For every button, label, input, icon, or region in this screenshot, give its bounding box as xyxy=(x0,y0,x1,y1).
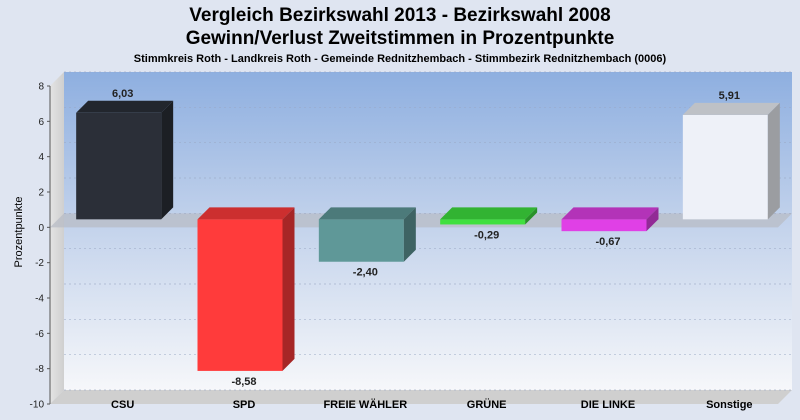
bar-side xyxy=(646,207,659,232)
bar-value-label: 6,03 xyxy=(112,88,133,100)
bar-value-label: 5,91 xyxy=(719,90,740,102)
y-tick-label: 0 xyxy=(38,223,44,234)
bar-grüne: -0,29 xyxy=(440,207,538,241)
y-tick-label: 8 xyxy=(38,82,44,93)
x-tick-label: CSU xyxy=(111,399,134,411)
gridlines xyxy=(64,71,792,391)
bar-value-label: -0,67 xyxy=(595,236,620,248)
plot-side-wall xyxy=(50,72,64,404)
bar-value-label: -8,58 xyxy=(231,376,256,388)
bar-top xyxy=(318,207,416,220)
bar-front xyxy=(76,112,162,220)
bar-front xyxy=(440,219,526,225)
y-tick-label: -6 xyxy=(35,329,44,340)
y-tick-label: -4 xyxy=(35,294,44,305)
bar-value-label: -0,29 xyxy=(474,229,499,241)
chart-subtitle: Stimmkreis Roth - Landkreis Roth - Gemei… xyxy=(133,53,667,65)
bars: 6,03 -8,58 -2,40 -0,29 -0,67 5,91 xyxy=(76,88,780,388)
bar-top xyxy=(197,207,295,220)
chart-title-line2: Gewinn/Verlust Zweitstimmen in Prozentpu… xyxy=(185,28,615,49)
bar-csu: 6,03 xyxy=(76,88,174,220)
y-tick-label: -8 xyxy=(35,364,44,375)
bar-value-label: -2,40 xyxy=(353,267,378,279)
y-tick-label: -2 xyxy=(35,258,44,269)
y-axis-title: Prozentpunkte xyxy=(13,197,25,268)
x-tick-label: SPD xyxy=(233,399,256,411)
chart-title: Vergleich Bezirkswahl 2013 - Bezirkswahl… xyxy=(189,5,611,26)
title-block: Vergleich Bezirkswahl 2013 - Bezirkswahl… xyxy=(0,0,800,65)
x-tick-label: DIE LINKE xyxy=(581,399,635,411)
bar-front xyxy=(197,219,283,371)
bar-side xyxy=(525,207,538,225)
y-tick-label: 6 xyxy=(38,117,44,128)
bar-freie-wähler: -2,40 xyxy=(318,207,416,279)
bar-top xyxy=(682,102,780,115)
plot-back-wall xyxy=(64,72,792,390)
y-tick-label: 2 xyxy=(38,188,44,199)
bar-front xyxy=(318,219,404,262)
bar-side xyxy=(767,102,780,220)
bar-front xyxy=(682,114,768,220)
x-tick-label: GRÜNE xyxy=(467,398,507,411)
bar-spd: -8,58 xyxy=(197,207,295,388)
x-tick-label: FREIE WÄHLER xyxy=(323,398,407,411)
y-tick-label: -10 xyxy=(30,400,45,411)
bar-side xyxy=(403,207,416,262)
plot-floor xyxy=(50,390,792,404)
bar-top xyxy=(76,100,174,113)
y-tick-label: 4 xyxy=(38,152,44,163)
x-axis-labels: CSU SPD FREIE WÄHLER GRÜNE DIE LINKE Sonstige xyxy=(111,398,753,411)
bar-top xyxy=(561,207,659,220)
bar-top xyxy=(440,207,538,220)
x-tick-label: Sonstige xyxy=(706,399,752,411)
bar-sonstige: 5,91 xyxy=(682,90,780,220)
bar-side xyxy=(161,100,174,220)
bar-die-linke: -0,67 xyxy=(561,207,659,248)
y-axis-ticks: 8 6 4 2 0 -2 -4 -6 -8 -10 xyxy=(30,82,51,411)
bar-side xyxy=(282,207,295,371)
bar-front xyxy=(561,219,647,232)
